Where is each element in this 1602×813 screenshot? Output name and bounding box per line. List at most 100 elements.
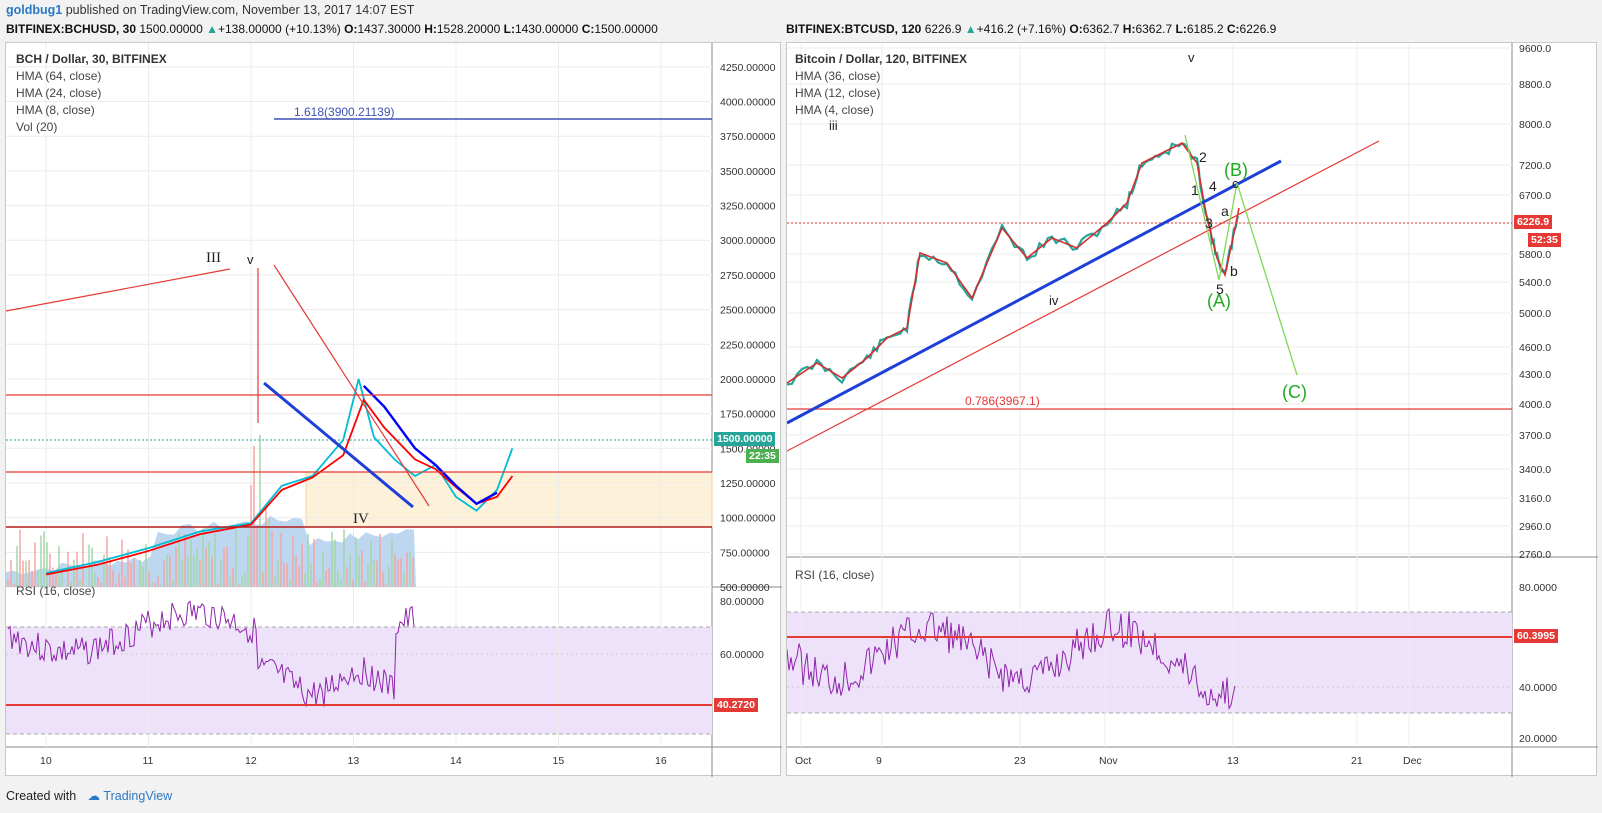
right-price-tag: 6226.9 [1514,215,1553,229]
right-high: 6362.7 [1135,22,1173,36]
rsi-line [787,607,1236,711]
up-arrow-icon: ▲ [964,22,977,36]
wave-c-label: c [1232,176,1239,191]
x-tick-label: 21 [1351,755,1363,767]
y-tick-label: 4000.00000 [720,97,776,109]
tradingview-logo-icon[interactable]: ☁ [87,789,101,803]
y-tick-label: 2500.00000 [720,305,776,317]
right-chart-svg[interactable]: 2760.0 2960.0 3160.0 3400.0 3700.0 4000.0 4300… [787,43,1598,777]
left-close: 1500.00000 [594,22,658,36]
legend-hma24[interactable]: HMA (24, close) [16,86,102,100]
right-symbol[interactable]: BITFINEX:BTCUSD, 120 [786,22,922,36]
publish-line: goldbug1 published on TradingView.com, N… [6,3,414,17]
right-rsi-legend[interactable]: RSI (16, close) [795,568,875,582]
right-chart-panel[interactable]: 2760.0 2960.0 3160.0 3400.0 3700.0 4000.0 4300… [786,42,1598,777]
trend-line-red[interactable] [787,140,1380,452]
x-tick-label: 10 [40,755,52,767]
wave-iii-label: iii [829,118,838,133]
y-tick-label: 3750.00000 [720,131,776,143]
tradingview-link[interactable]: TradingView [103,789,173,803]
y-tick-label: 8000.0 [1519,119,1551,131]
wave-IV-label: IV [353,511,369,527]
left-rsi-legend[interactable]: RSI (16, close) [16,584,96,598]
publish-text: published on TradingView.com, November 1… [65,3,415,17]
x-tick-label: 16 [655,755,667,767]
left-high: 1528.20000 [436,22,501,36]
left-last: 1500.00000 [139,22,203,36]
candles-approx [787,142,1240,386]
x-tick-label: Oct [795,755,811,767]
wave-5-label: 5 [1216,281,1224,297]
wave-a-label: a [1221,203,1229,219]
x-tick-label: Dec [1403,755,1422,767]
x-tick-label: 23 [1014,755,1026,767]
y-tick-label: 500.00000 [720,582,770,594]
y-tick-label: 2750.00000 [720,270,776,282]
right-change: +416.2 (+7.16%) [976,22,1067,36]
trend-line-blue[interactable] [787,159,1282,425]
up-arrow-icon: ▲ [206,22,218,36]
downtrend-line-red[interactable] [273,264,430,507]
right-time-tag: 52:35 [1528,233,1561,247]
rsi-tick-label: 80.0000 [1519,582,1557,594]
y-tick-label: 2250.00000 [720,339,776,351]
fib-1618-label: 1.618(3900.21139) [294,105,395,119]
wave-iv-label: iv [1049,293,1059,308]
y-tick-label: 3250.00000 [720,201,776,213]
left-time-tag: 22:35 [746,449,779,463]
y-tick-label: 1000.00000 [720,513,776,525]
y-tick-label: 4000.0 [1519,399,1551,411]
y-tick-label: 6700.0 [1519,190,1551,202]
legend-hma4[interactable]: HMA (4, close) [795,103,874,117]
left-chart-panel[interactable]: 500.00000 750.00000 1000.00000 1250.00000 15… [5,42,782,777]
x-tick-label: 9 [876,755,882,767]
legend-hma12[interactable]: HMA (12, close) [795,86,881,100]
right-last: 6226.9 [924,22,962,36]
left-l-label: L: [503,22,515,36]
y-tick-label: 1750.00000 [720,409,776,421]
footer: Created with ☁ TradingView [6,788,172,803]
wave-III-label: III [206,250,221,266]
author-link[interactable]: goldbug1 [6,3,63,17]
left-chart-svg[interactable]: 500.00000 750.00000 1000.00000 1250.00000 15… [6,43,782,777]
wave-3-label: 3 [1205,215,1213,231]
legend-hma64[interactable]: HMA (64, close) [16,69,102,83]
left-c-label: C: [581,22,595,36]
wave-2-label: 2 [1199,149,1207,165]
rsi-tick-label: 20.0000 [1519,733,1557,745]
y-tick-label: 7200.0 [1519,160,1551,172]
legend-hma8[interactable]: HMA (8, close) [16,103,95,117]
left-rsi-tag: 40.2720 [714,698,758,712]
legend-title: Bitcoin / Dollar, 120, BITFINEX [795,52,968,66]
right-h-label: H: [1122,22,1136,36]
hma-series-line [45,378,514,575]
wave-4-label: 4 [1209,178,1217,194]
x-tick-label: Nov [1099,755,1118,767]
right-l-label: L: [1175,22,1187,36]
y-tick-label: 3000.00000 [720,235,776,247]
left-price-tag: 1500.00000 [714,432,776,446]
x-tick-label: 14 [450,755,462,767]
y-tick-label: 4300.0 [1519,369,1551,381]
x-tick-label: 15 [553,755,565,767]
legend-hma36[interactable]: HMA (36, close) [795,69,881,83]
y-tick-label: 5800.0 [1519,249,1551,261]
left-o-label: O: [344,22,358,36]
y-tick-label: 9600.0 [1519,43,1551,55]
abc-projection-line[interactable] [1184,134,1298,376]
trend-line-red[interactable] [6,268,231,312]
y-tick-label: 5000.0 [1519,308,1551,320]
y-tick-label: 8800.0 [1519,79,1551,91]
x-tick-label: 12 [245,755,257,767]
y-tick-label: 3160.0 [1519,493,1551,505]
rsi-band [787,612,1512,713]
legend-vol[interactable]: Vol (20) [16,120,58,134]
left-symbol[interactable]: BITFINEX:BCHUSD, 30 [6,22,137,36]
left-open: 1437.30000 [357,22,421,36]
downtrend-line-blue[interactable] [263,381,414,509]
y-tick-label: 2960.0 [1519,521,1551,533]
left-change: +138.00000 (+10.13%) [218,22,341,36]
left-symbol-header: BITFINEX:BCHUSD, 30 1500.00000 ▲+138.000… [6,22,658,36]
hma-series-line [362,385,498,506]
wave-b-label: b [1230,263,1238,279]
